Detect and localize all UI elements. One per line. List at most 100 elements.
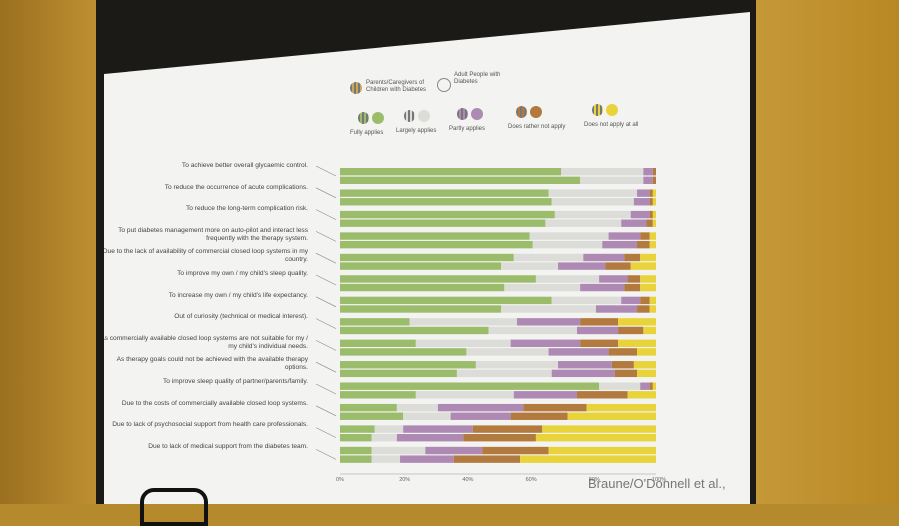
bar-segment-r13-g0-s2 [425,446,483,455]
bar-segment-r13-g1-s4 [520,455,656,463]
bar-segment-r2-g1-s2 [621,219,647,227]
bar-segment-r2-g1-s3 [646,219,653,227]
eyeglasses-foreground [140,488,208,526]
bar-segment-r11-g1-s1 [403,412,451,420]
category-label: Due to lack of psychosocial support from… [112,421,308,429]
bar-segment-r13-g0-s1 [371,446,426,455]
bar-segment-r0-g0-s0 [340,168,562,176]
bar-segment-r10-g1-s4 [627,391,656,399]
bar-segment-r6-g1-s3 [637,305,650,313]
bar-segment-r1-g0-s4 [652,189,656,197]
bar-segment-r2-g1-s0 [340,219,546,227]
bar-segment-r10-g1-s3 [577,391,628,399]
bar-segment-r5-g0-s3 [627,275,641,283]
projection-screen: Parents/Caregivers of Children with Diab… [104,12,750,504]
bar-segment-r13-g1-s0 [340,455,372,463]
legend-level-label: Fully applies [350,130,384,136]
legend-level-label: Largely applies [396,128,437,134]
author-credit: Braune/O'Donnell et al., [588,476,726,491]
bar-segment-r6-g1-s4 [649,305,656,313]
bar-segment-r5-g1-s1 [504,283,581,292]
bar-segment-r4-g1-s4 [630,262,656,270]
bar-segment-r9-g1-s0 [340,369,457,378]
bar-segment-r13-g1-s1 [371,455,401,463]
bar-segment-r12-g0-s1 [374,425,404,433]
leader-line [315,252,337,264]
legend-level-swatch-adults [372,112,384,124]
bar-segment-r0-g0-s2 [643,168,653,176]
legend-level-swatch-parents [358,112,369,124]
bar-segment-r7-g1-s4 [643,326,656,335]
category-label: Out of curiosity (technical or medical i… [174,313,308,321]
legend-adults-swatch [437,78,451,92]
legend-level-swatch-parents [516,106,527,118]
bar-segment-r12-g0-s0 [340,425,375,433]
x-tick-label: 0% [336,477,344,483]
bar-segment-r4-g1-s0 [340,262,502,270]
bar-segment-r9-g0-s3 [611,361,634,369]
bar-segment-r11-g1-s0 [340,412,404,420]
bar-segment-r11-g0-s2 [437,403,524,412]
bar-segment-r10-g0-s3 [649,382,653,390]
bar-segment-r5-g0-s1 [535,275,600,283]
bar-segment-r9-g0-s1 [475,361,559,369]
category-label: To reduce the long-term complication ris… [185,205,308,213]
bar-segment-r5-g1-s2 [580,283,625,292]
category-label: Due to the costs of commercially availab… [121,399,308,407]
bar-segment-r8-g0-s2 [510,339,581,347]
bar-segment-r0-g0-s3 [652,168,656,176]
bar-segment-r1-g0-s0 [340,189,549,197]
legend-level-label: Partly applies [449,126,486,132]
bar-segment-r11-g0-s4 [586,403,656,412]
bar-segment-r1-g1-s1 [551,198,634,206]
bar-segment-r11-g1-s2 [450,412,511,420]
bar-segment-r9-g0-s4 [633,361,656,369]
bar-segment-r5-g1-s0 [340,283,505,292]
bar-segment-r12-g1-s2 [396,434,464,442]
wall-right [739,0,899,504]
x-tick-label: 60% [525,477,537,483]
x-tick-label: 100% [652,477,667,483]
bar-segment-r6-g0-s2 [621,296,641,305]
leader-line [315,361,337,373]
legend-level-swatch-adults [418,110,430,122]
bar-segment-r1-g0-s3 [649,189,653,197]
category-label: As therapy goals could not be achieved w… [116,356,308,372]
bar-segment-r5-g0-s0 [340,275,536,283]
bar-segment-r6-g1-s2 [595,305,638,313]
bar-segment-r6-g0-s0 [340,296,552,305]
bar-segment-r12-g1-s0 [340,434,372,442]
bar-segment-r4-g0-s3 [624,253,641,262]
leader-line [315,405,337,417]
bar-segment-r9-g1-s2 [551,369,615,378]
bar-segment-r10-g0-s2 [640,382,650,390]
bar-segment-r11-g0-s0 [340,403,397,412]
bar-segment-r2-g1-s4 [652,219,656,227]
bar-segment-r3-g0-s2 [608,232,641,240]
x-tick-label: 40% [462,477,474,483]
leader-line [315,318,337,329]
bar-segment-r5-g0-s2 [599,275,628,283]
bar-segment-r4-g0-s0 [340,253,514,262]
bar-segment-r1-g1-s4 [652,198,656,206]
bar-segment-r3-g1-s3 [637,240,650,249]
bar-segment-r2-g0-s0 [340,210,555,219]
bar-segment-r7-g0-s2 [516,318,581,326]
bar-segment-r10-g0-s1 [599,382,641,390]
bar-segment-r2-g0-s2 [630,210,650,219]
bar-segment-r5-g1-s3 [624,283,641,292]
stacked-bar-chart [315,165,656,475]
legend-level-swatch-parents [457,108,468,120]
bar-segment-r7-g0-s0 [340,318,410,326]
bar-segment-r8-g0-s3 [580,339,619,347]
legend-level-swatch-adults [530,106,542,118]
bar-segment-r5-g0-s4 [640,275,656,283]
bar-segment-r10-g0-s0 [340,382,600,390]
leader-line [315,187,337,199]
bar-segment-r8-g0-s0 [340,339,416,347]
bar-segment-r0-g0-s1 [561,168,644,176]
bar-segment-r0-g1-s1 [580,176,644,184]
bar-segment-r7-g0-s3 [580,318,619,326]
category-label: To put diabetes management more on auto-… [118,226,308,242]
x-tick-label: 80% [588,477,600,483]
